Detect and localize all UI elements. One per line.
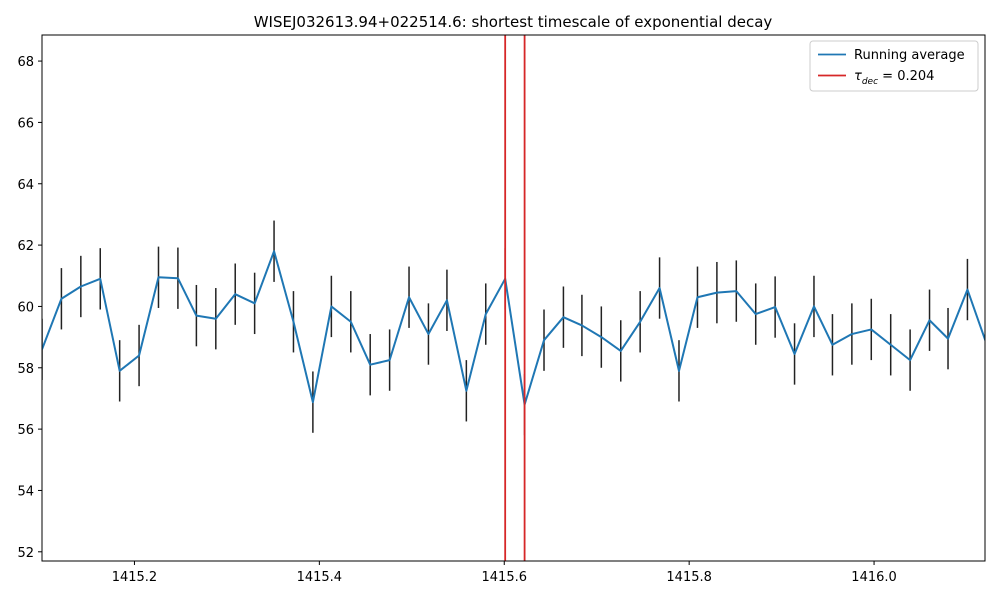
legend-tau-symbol: τ <box>854 69 862 84</box>
x-tick-label: 1415.6 <box>482 570 528 585</box>
y-tick-label: 58 <box>17 362 34 377</box>
x-tick-label: 1415.8 <box>666 570 712 585</box>
legend: Running average τdec = 0.204 <box>809 40 979 92</box>
x-tick-label: 1415.2 <box>112 570 158 585</box>
series-line-running-average <box>42 250 985 406</box>
legend-tau-value: = 0.204 <box>878 69 934 84</box>
y-tick-label: 66 <box>17 116 34 131</box>
axes: 1415.2 1415.4 1415.6 1415.8 1416.0 52 54 56 58 60… <box>17 34 986 585</box>
chart-title: WISEJ032613.94+022514.6: shortest timesc… <box>254 13 773 31</box>
y-tick-label: 60 <box>17 300 34 315</box>
axes-frame <box>41 34 986 562</box>
legend-label-tau-dec: τdec = 0.204 <box>854 69 934 87</box>
plot-inner <box>42 35 985 561</box>
y-tick-label: 56 <box>17 423 34 438</box>
legend-label-running-average: Running average <box>854 48 965 63</box>
x-tick-label: 1415.4 <box>297 570 343 585</box>
legend-box <box>809 40 979 92</box>
y-tick-label: 54 <box>17 484 34 499</box>
y-tick-label: 64 <box>17 178 34 193</box>
y-tick-label: 52 <box>17 546 34 561</box>
y-tick-label: 62 <box>17 239 34 254</box>
legend-tau-subscript: dec <box>862 77 878 87</box>
y-tick-label: 68 <box>17 55 34 70</box>
plot-area <box>42 35 985 561</box>
x-tick-label: 1416.0 <box>851 570 897 585</box>
